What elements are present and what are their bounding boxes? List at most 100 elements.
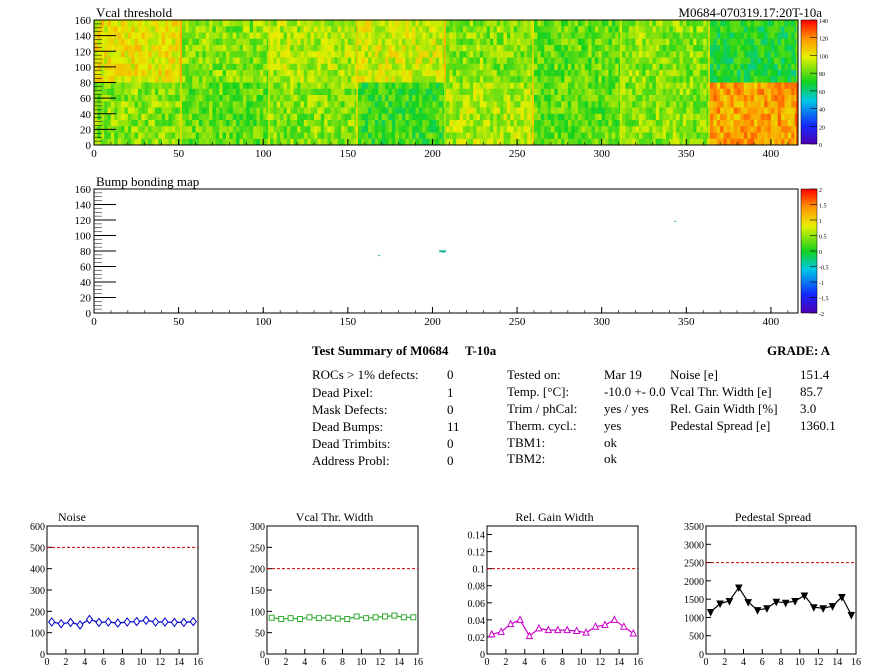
bump-y-tick-label: 120 xyxy=(75,215,92,227)
vcal-cell xyxy=(550,126,555,133)
vcal-cell xyxy=(171,88,176,96)
vcal-cell xyxy=(520,132,525,140)
vcal-cell xyxy=(358,88,362,96)
vcal-cell xyxy=(733,20,738,27)
vcal-cell xyxy=(557,57,562,65)
vcal-cell xyxy=(750,120,755,127)
vcal-cell xyxy=(449,70,454,77)
vcal-cell xyxy=(666,70,670,77)
vcal-cell xyxy=(774,101,779,108)
vcal-cell xyxy=(249,45,254,52)
vcal-cell xyxy=(239,45,244,52)
vcal-cell xyxy=(625,101,630,108)
vcal-cell xyxy=(320,132,325,140)
vcal-cell xyxy=(330,101,335,108)
vcal-cell xyxy=(713,70,718,77)
vcal-cell xyxy=(774,20,779,27)
vcal-cell xyxy=(347,132,352,140)
vcal-cell xyxy=(188,38,193,46)
vcal-cell xyxy=(408,88,413,96)
bump-y-tick-label: 20 xyxy=(80,293,92,305)
vcal-cell xyxy=(405,120,410,127)
vcal-cell xyxy=(361,26,366,33)
vcal-cell xyxy=(192,76,196,83)
vcal-cell xyxy=(429,26,433,33)
vcal-cell xyxy=(141,107,146,115)
vcal-cell xyxy=(334,51,339,58)
vcal-cell xyxy=(679,126,684,133)
vcal-cell xyxy=(236,57,240,65)
vcal-cell xyxy=(100,120,105,127)
vcal-cell xyxy=(781,63,785,71)
vcal-cell xyxy=(564,138,569,146)
vcal-cell xyxy=(273,63,278,71)
vcal-cell xyxy=(148,132,152,140)
vcal-cell xyxy=(672,45,677,52)
vcal-cell xyxy=(219,32,224,40)
vcal-cell xyxy=(517,113,521,121)
rel-gain-width-x-tick-label: 16 xyxy=(633,657,643,668)
vcal-cell xyxy=(256,32,261,40)
vcal-cell xyxy=(334,70,339,77)
vcal-cell xyxy=(94,20,98,27)
vcal-cell xyxy=(537,38,542,46)
vcal-cell xyxy=(385,126,389,133)
vcal-cell xyxy=(412,132,416,140)
vcal-cell xyxy=(567,76,572,83)
dead-bump-cell xyxy=(439,251,441,253)
vcal-cell xyxy=(317,120,322,127)
vcal-cell xyxy=(334,95,339,102)
vcal-cell xyxy=(171,20,176,27)
vcal-cell xyxy=(405,32,410,40)
vcal-cell xyxy=(435,38,440,46)
vcal-cell xyxy=(351,101,356,108)
vcal-cell xyxy=(510,88,515,96)
vcal-cell xyxy=(774,76,779,83)
vcal-cell xyxy=(554,138,559,146)
vcal-cell xyxy=(219,70,224,77)
vcal-cell xyxy=(97,101,102,108)
vcal-cell xyxy=(368,113,372,121)
vcal-cell xyxy=(212,26,217,33)
vcal-roc-edge xyxy=(268,20,270,83)
vcal-cell xyxy=(476,26,481,33)
vcal-cell xyxy=(791,126,796,133)
vcal-cell xyxy=(540,76,545,83)
vcal-cell xyxy=(574,38,579,46)
vcal-cell xyxy=(594,20,599,27)
vcal-cell xyxy=(490,63,494,71)
vcal-cell xyxy=(327,26,332,33)
vcal-cell xyxy=(300,82,305,90)
vcal-cell xyxy=(161,51,166,58)
vcal-cell xyxy=(398,138,403,146)
vcal-cell xyxy=(490,51,494,58)
vcal-cell xyxy=(500,120,504,127)
vcal-cell xyxy=(635,126,640,133)
vcal-cell xyxy=(490,82,494,90)
vcal-cell xyxy=(239,51,244,58)
vcal-cell xyxy=(608,120,613,127)
vcal-cell xyxy=(588,70,592,77)
vcal-cell xyxy=(330,132,335,140)
vcal-cell xyxy=(791,57,796,65)
vcal-cell xyxy=(615,88,620,96)
vcal-cell xyxy=(144,45,149,52)
vcal-cell xyxy=(215,95,220,102)
vcal-cell xyxy=(534,95,538,102)
vcal-cell xyxy=(513,88,518,96)
vcal-cell xyxy=(652,82,657,90)
vcal-cell xyxy=(635,63,640,71)
vcal-cell xyxy=(699,82,704,90)
vcal-cell xyxy=(283,120,288,127)
vcal-cell xyxy=(615,107,620,115)
vcal-cell xyxy=(300,101,305,108)
vcal-cell xyxy=(327,70,332,77)
vcal-cell xyxy=(462,82,467,90)
vcal-cell xyxy=(561,107,565,115)
vcal-cell xyxy=(314,138,318,146)
vcal-cell xyxy=(608,132,613,140)
vcal-cell xyxy=(462,32,467,40)
vcal-cell xyxy=(506,51,511,58)
vcal-cell xyxy=(517,120,521,127)
vcal-cell xyxy=(192,63,196,71)
